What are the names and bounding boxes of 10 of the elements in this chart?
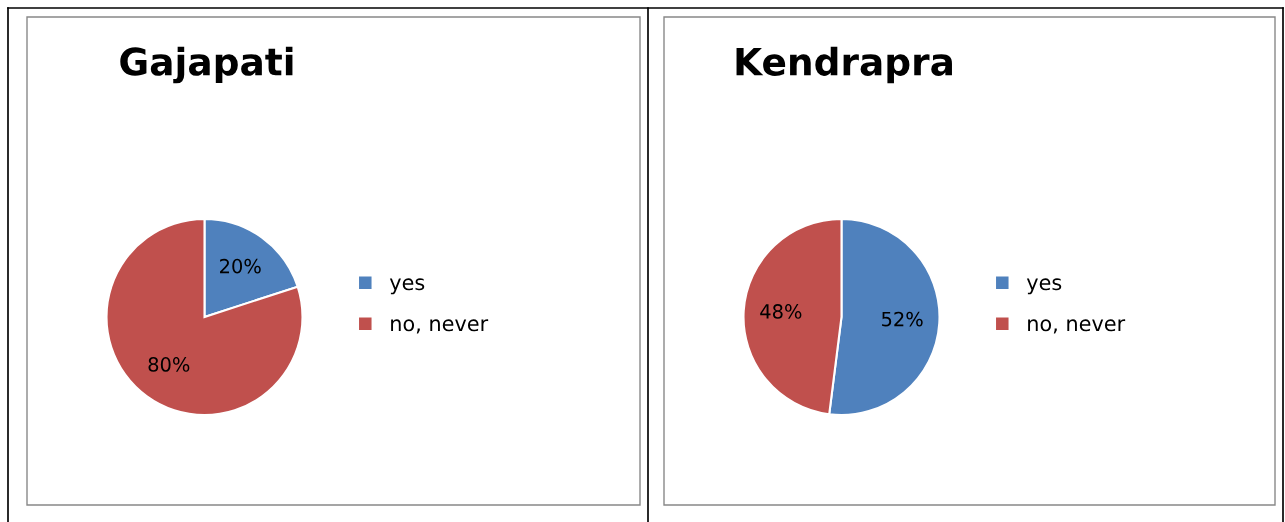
data-label: 52%	[882, 311, 923, 327]
data-label: 48%	[760, 304, 802, 319]
data-label: 80%	[148, 357, 190, 372]
data-label: 20%	[220, 258, 261, 274]
legend-label: yes	[1026, 278, 1062, 295]
legend-label: no, never	[391, 319, 489, 334]
chart-title: Gajapati	[120, 46, 293, 84]
legend-label: yes	[389, 278, 425, 295]
legend-label: no, never	[1028, 319, 1126, 334]
chart-title: Kendrapra	[736, 46, 952, 84]
